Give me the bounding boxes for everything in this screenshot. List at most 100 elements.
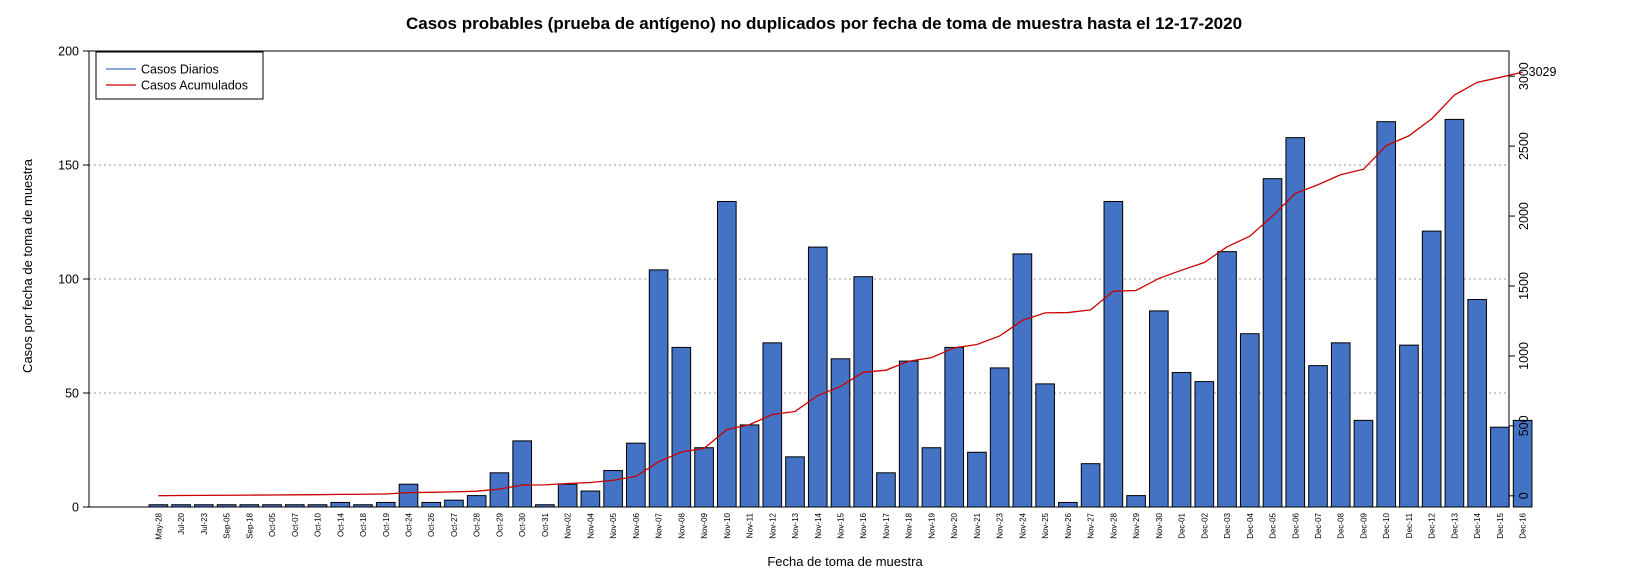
bar (944, 346, 965, 508)
x-tick-label: Dec-04 (1246, 512, 1255, 538)
x-tick-label: Jul-23 (200, 512, 209, 534)
x-tick-label: Dec-01 (1178, 512, 1187, 538)
cumulative-cases-line (158, 71, 1523, 497)
x-tick-label: Nov-04 (586, 512, 595, 538)
x-tick-label: Dec-05 (1269, 512, 1278, 538)
bar (1490, 426, 1510, 508)
x-tick-label: Oct-05 (268, 512, 277, 537)
y2-tick-label: 0 (1517, 492, 1531, 499)
bar (694, 447, 714, 508)
bar (739, 424, 760, 508)
y-tick-label: 0 (72, 501, 79, 515)
x-tick-label: Dec-12 (1428, 512, 1437, 538)
x-tick-label: Nov-10 (723, 512, 732, 538)
x-tick-label: Oct-07 (291, 512, 300, 537)
bar (512, 440, 532, 508)
bar (1444, 118, 1465, 508)
bar (921, 447, 942, 508)
y-tick-label: 200 (58, 45, 79, 59)
bar (898, 360, 919, 508)
x-tick-label: Nov-27 (1087, 512, 1096, 538)
gridlines (89, 164, 1509, 394)
x-tick-label: Dec-11 (1405, 512, 1414, 538)
bar (1080, 463, 1101, 508)
bar (989, 367, 1010, 508)
x-tick-label: Nov-26 (1064, 512, 1073, 538)
x-tick-label: Dec-06 (1291, 512, 1300, 538)
bar (1171, 371, 1192, 508)
bar (330, 501, 351, 508)
y-tick-label: 50 (65, 387, 79, 401)
x-tick-label: Nov-23 (996, 512, 1005, 538)
bar (1126, 495, 1146, 508)
legend-label-cumulative: Casos Acumulados (141, 79, 248, 93)
x-tick-label: Oct-24 (404, 512, 413, 537)
x-tick-label: Nov-16 (859, 512, 868, 538)
bar (444, 499, 464, 508)
x-tick-label: Nov-17 (882, 512, 891, 538)
y2-tick-label: 2500 (1517, 132, 1531, 160)
y2-tick-label: 500 (1517, 415, 1531, 436)
x-tick-label: Oct-27 (450, 512, 459, 537)
bar (466, 495, 487, 508)
bar (967, 451, 987, 508)
bar (1421, 230, 1442, 508)
x-tick-label: Nov-11 (746, 512, 755, 538)
x-tick-label: Oct-18 (359, 512, 368, 537)
bar (1376, 121, 1397, 508)
y2-tick-label: 2000 (1517, 202, 1531, 230)
bar (1308, 365, 1328, 508)
cumulative-total-annotation: 3029 (1529, 65, 1557, 79)
bar (830, 358, 851, 508)
x-tick-label: Oct-19 (382, 512, 391, 537)
x-tick-label: Jul-20 (177, 512, 186, 534)
x-tick-label: Dec-02 (1200, 512, 1209, 538)
chart-title: Casos probables (prueba de antígeno) no … (406, 14, 1242, 33)
y-tick-label: 150 (58, 159, 79, 173)
bar (1103, 200, 1124, 508)
x-tick-label: Oct-14 (336, 512, 345, 537)
x-tick-label: May-28 (154, 512, 163, 539)
bar (1012, 253, 1033, 508)
bar (398, 483, 419, 508)
x-tick-label: Nov-21 (973, 512, 982, 538)
bar (807, 246, 828, 508)
bar (1512, 419, 1533, 508)
x-tick-label: Nov-24 (1018, 512, 1027, 538)
bar (603, 470, 623, 508)
bar (1399, 344, 1419, 508)
bar (1330, 342, 1351, 508)
x-tick-label: Dec-10 (1382, 512, 1391, 538)
bar (1149, 310, 1169, 508)
bar (626, 442, 646, 508)
bar (762, 342, 783, 508)
x-tick-label: Dec-09 (1359, 512, 1368, 538)
x-tick-label: Nov-20 (950, 512, 959, 538)
x-tick-label: Nov-28 (1109, 512, 1118, 538)
x-tick-label: Nov-30 (1155, 512, 1164, 538)
axes: 050100150200050010001500200025003000May-… (58, 45, 1531, 540)
bar (1058, 501, 1078, 508)
x-tick-label: Nov-06 (632, 512, 641, 538)
bar (557, 483, 578, 508)
x-tick-label: Nov-09 (700, 512, 709, 538)
x-tick-label: Dec-14 (1473, 512, 1482, 538)
x-tick-label: Nov-02 (564, 512, 573, 538)
x-axis-label: Fecha de toma de muestra (767, 554, 923, 569)
x-tick-label: Oct-28 (473, 512, 482, 537)
y2-tick-label: 1000 (1517, 342, 1531, 370)
bar (876, 472, 896, 508)
bar (1217, 251, 1237, 508)
y-tick-label: 100 (58, 273, 79, 287)
x-tick-label: Nov-19 (927, 512, 936, 538)
x-tick-label: Sep-05 (223, 512, 232, 538)
bar (1035, 383, 1055, 508)
bar (375, 501, 396, 508)
bar (1262, 178, 1283, 508)
x-tick-label: Dec-13 (1450, 512, 1459, 538)
legend-label-daily: Casos Diarios (141, 63, 219, 77)
y2-tick-label: 1500 (1517, 272, 1531, 300)
bar (580, 490, 601, 508)
x-tick-label: Nov-25 (1041, 512, 1050, 538)
